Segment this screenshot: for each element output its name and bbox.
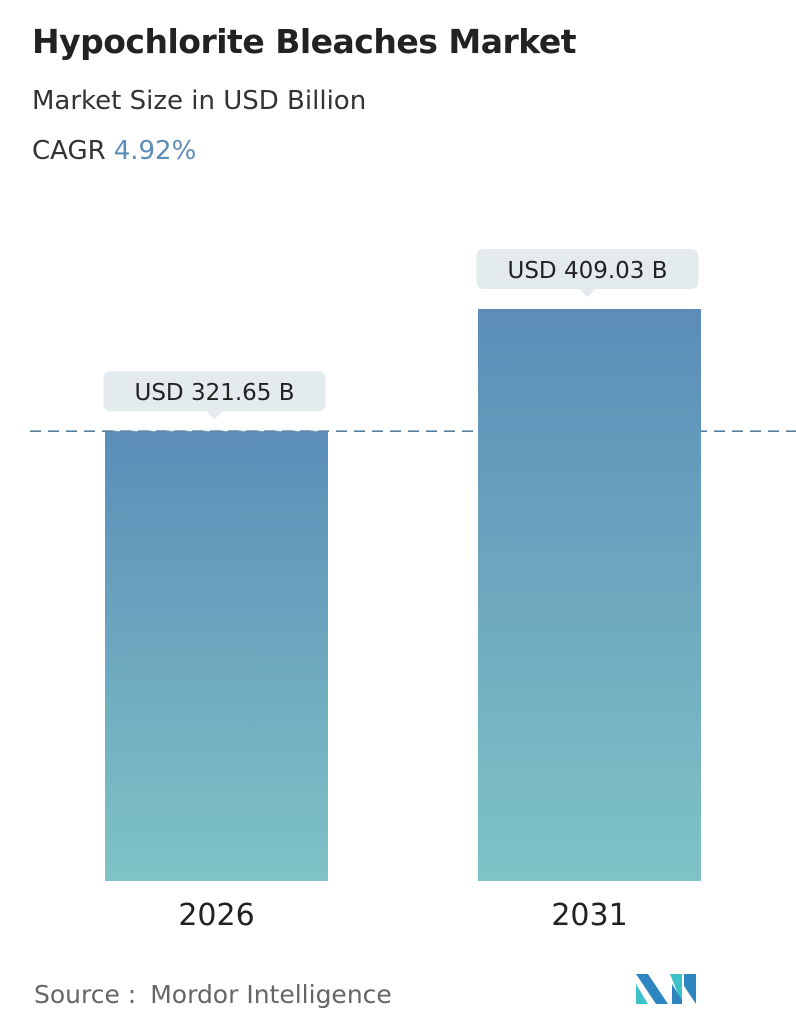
source: Source : Mordor Intelligence [34, 980, 392, 1009]
cagr: CAGR 4.92% [32, 136, 196, 166]
bar-2026 [105, 431, 328, 881]
data-label-pointer [579, 289, 596, 297]
bar-2031 [478, 309, 701, 881]
data-label: USD 409.03 B [507, 258, 667, 284]
cagr-label: CAGR [32, 136, 106, 166]
data-label: USD 321.65 B [134, 380, 294, 406]
data-label-box [476, 249, 699, 289]
x-tick-label: 2031 [551, 898, 627, 933]
cagr-value: 4.92% [113, 136, 197, 166]
source-label: Source : [34, 980, 137, 1009]
chart-subtitle: Market Size in USD Billion [32, 86, 367, 116]
chart-title: Hypochlorite Bleaches Market [32, 22, 576, 61]
data-label-pointer [206, 411, 223, 420]
mordor-logo-icon [636, 974, 696, 1004]
data-label-box [103, 371, 326, 412]
x-tick-label: 2026 [178, 898, 254, 933]
source-value: Mordor Intelligence [150, 980, 392, 1009]
